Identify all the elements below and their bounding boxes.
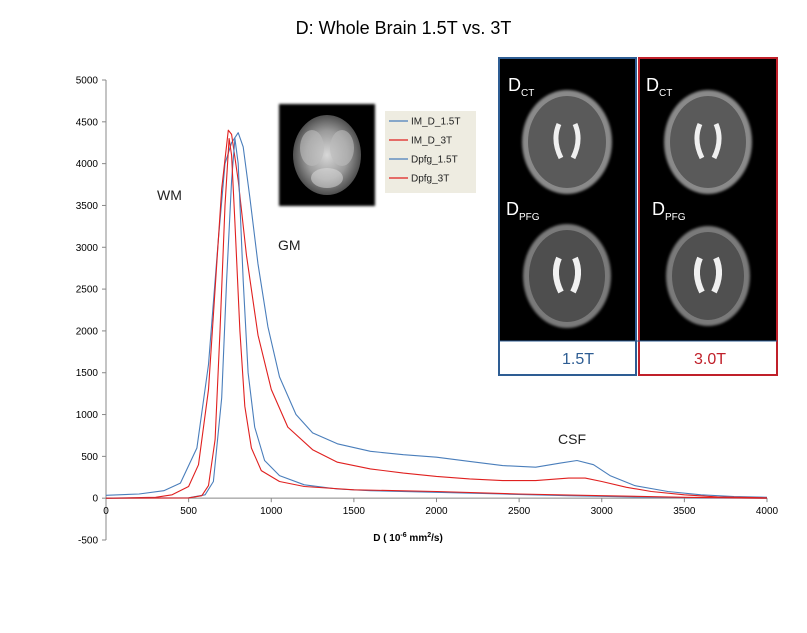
y-tick-label: -500	[78, 536, 98, 547]
y-tick-label: 3000	[76, 243, 99, 254]
series-line-dpfg-3t	[105, 137, 768, 499]
legend-label: IM_D_3T	[411, 136, 452, 147]
x-tick-label: 0	[103, 506, 109, 517]
y-tick-label: 5000	[76, 76, 99, 87]
blue-frame	[498, 57, 637, 376]
y-tick-label: 0	[92, 494, 98, 505]
x-tick-label: 1000	[260, 506, 283, 517]
dpfg-label-3t: DPFG	[652, 199, 686, 223]
legend-label: Dpfg_3T	[411, 174, 449, 185]
field-label-1.5t: 1.5T	[562, 351, 594, 368]
axes: 5000450040003500300025002000150010005000…	[76, 76, 779, 547]
dct-label-3t: DCT	[646, 75, 672, 99]
dct-label-1.5t: DCT	[508, 75, 534, 99]
legend-label: Dpfg_1.5T	[411, 155, 458, 166]
field-label-3t: 3.0T	[694, 351, 726, 368]
y-tick-label: 1500	[76, 368, 99, 379]
series-layer	[105, 129, 768, 499]
chart-title: D: Whole Brain 1.5T vs. 3T	[295, 18, 512, 38]
legend-label: IM_D_1.5T	[411, 117, 460, 128]
series-line-im-d-1-5t	[105, 132, 768, 498]
y-tick-label: 500	[81, 452, 98, 463]
brain-thumbnail-image	[279, 104, 375, 206]
y-tick-label: 4500	[76, 117, 99, 128]
x-tick-label: 2000	[425, 506, 448, 517]
dpfg-label-1.5t: DPFG	[506, 199, 540, 223]
x-tick-label: 1500	[343, 506, 366, 517]
brain-slice-dct-1.5t	[522, 90, 612, 194]
red-frame	[638, 57, 778, 376]
mri-inset-panel: DCT DCT DPFG DPFG 1.5T 3.0T	[498, 57, 778, 376]
x-tick-label: 3500	[673, 506, 696, 517]
y-tick-label: 3500	[76, 201, 99, 212]
brain-slice-dct-3t	[664, 90, 752, 194]
brain-slice-dpfg-3t	[666, 226, 750, 326]
legend: IM_D_1.5T IM_D_3T Dpfg_1.5T Dpfg_3T	[385, 111, 476, 193]
wm-annotation: WM	[157, 187, 182, 203]
gm-annotation: GM	[278, 237, 301, 253]
y-tick-label: 1000	[76, 410, 99, 421]
csf-annotation: CSF	[558, 431, 586, 447]
x-tick-label: 3000	[591, 506, 614, 517]
brain-slice-dpfg-1.5t	[523, 224, 611, 328]
y-tick-label: 2000	[76, 326, 99, 337]
y-tick-label: 4000	[76, 159, 99, 170]
series-line-im-d-3t	[105, 129, 768, 499]
y-tick-label: 2500	[76, 285, 99, 296]
x-axis-label: D ( 10-6 mm2/s)	[373, 532, 443, 544]
x-tick-label: 500	[180, 506, 197, 517]
x-tick-label: 4000	[756, 506, 779, 517]
x-tick-label: 2500	[508, 506, 531, 517]
